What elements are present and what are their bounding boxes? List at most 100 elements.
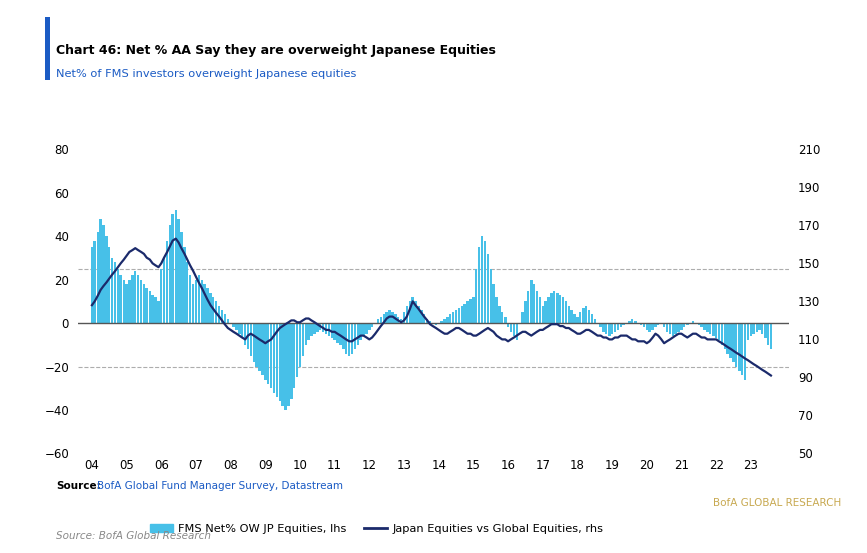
Bar <box>521 312 524 323</box>
Bar <box>299 323 301 367</box>
Bar <box>412 297 414 323</box>
Bar <box>686 323 688 325</box>
Bar <box>313 323 316 334</box>
Bar <box>120 275 122 323</box>
Bar <box>486 254 489 323</box>
Bar <box>599 323 602 327</box>
Bar <box>218 306 220 323</box>
Bar <box>183 247 186 323</box>
Bar <box>296 323 298 378</box>
Bar <box>608 323 610 336</box>
Bar <box>755 323 758 332</box>
Bar <box>733 323 734 362</box>
Bar <box>568 306 570 323</box>
Bar <box>646 323 648 330</box>
Bar <box>391 312 394 323</box>
Bar <box>397 316 400 323</box>
Bar <box>536 290 538 323</box>
Bar <box>573 315 576 323</box>
Bar <box>310 323 313 336</box>
Bar <box>345 323 348 353</box>
Bar <box>683 323 686 327</box>
Bar <box>588 310 590 323</box>
Bar <box>264 323 266 379</box>
Bar <box>200 280 203 323</box>
Bar <box>316 323 318 332</box>
Bar <box>360 323 362 341</box>
Bar <box>339 323 342 345</box>
Bar <box>417 306 420 323</box>
Legend: FMS Net% OW JP Equities, lhs, Japan Equities vs Global Equities, rhs: FMS Net% OW JP Equities, lhs, Japan Equi… <box>146 520 608 539</box>
Bar <box>420 310 422 323</box>
Bar <box>655 323 656 327</box>
Bar <box>547 297 550 323</box>
Bar <box>290 323 292 399</box>
Text: Chart 46: Net % AA Say they are overweight Japanese Equities: Chart 46: Net % AA Say they are overweig… <box>56 44 496 58</box>
Bar <box>261 323 264 375</box>
Bar <box>215 301 218 323</box>
Bar <box>304 323 307 345</box>
Bar <box>195 280 197 323</box>
Bar <box>460 306 463 323</box>
Bar <box>675 323 677 334</box>
Bar <box>157 301 160 323</box>
Bar <box>611 323 613 334</box>
Bar <box>499 306 500 323</box>
Bar <box>542 306 544 323</box>
Bar <box>452 312 454 323</box>
Bar <box>481 236 483 323</box>
Bar <box>663 323 665 327</box>
Bar <box>738 323 740 371</box>
Bar <box>564 301 567 323</box>
Bar <box>649 323 651 332</box>
Bar <box>148 290 151 323</box>
Bar <box>408 301 411 323</box>
Bar <box>140 280 142 323</box>
Bar <box>614 323 616 332</box>
Bar <box>302 323 304 356</box>
Bar <box>559 295 561 323</box>
Bar <box>538 297 541 323</box>
Bar <box>250 323 252 356</box>
Bar <box>126 284 127 323</box>
Bar <box>440 321 443 323</box>
Bar <box>386 312 388 323</box>
Bar <box>582 308 584 323</box>
Bar <box>336 323 339 343</box>
Bar <box>712 323 714 336</box>
Bar <box>761 323 764 334</box>
Bar <box>235 323 238 330</box>
Bar <box>354 323 356 349</box>
Bar <box>634 321 636 323</box>
Bar <box>434 323 437 325</box>
Bar <box>759 323 760 330</box>
Bar <box>767 323 769 345</box>
Bar <box>570 310 573 323</box>
Bar <box>553 290 556 323</box>
Bar <box>492 284 495 323</box>
Bar <box>718 323 720 341</box>
Bar <box>495 297 498 323</box>
Bar <box>447 316 448 323</box>
Bar <box>556 293 558 323</box>
Bar <box>406 306 408 323</box>
Bar <box>577 316 578 323</box>
Bar <box>466 301 469 323</box>
Bar <box>186 262 188 323</box>
Text: Net% of FMS investors overweight Japanese equities: Net% of FMS investors overweight Japanes… <box>56 69 356 79</box>
Bar <box>666 323 668 332</box>
Bar <box>504 316 506 323</box>
Bar <box>616 323 619 330</box>
Bar <box>322 323 324 332</box>
Bar <box>96 232 99 323</box>
Bar <box>169 226 171 323</box>
Bar <box>241 323 244 338</box>
Bar <box>180 232 183 323</box>
Bar <box>414 301 417 323</box>
Bar <box>388 310 391 323</box>
Bar <box>238 323 240 334</box>
Bar <box>631 319 634 323</box>
Bar <box>319 323 322 330</box>
Bar <box>642 323 645 327</box>
Bar <box>278 323 281 401</box>
